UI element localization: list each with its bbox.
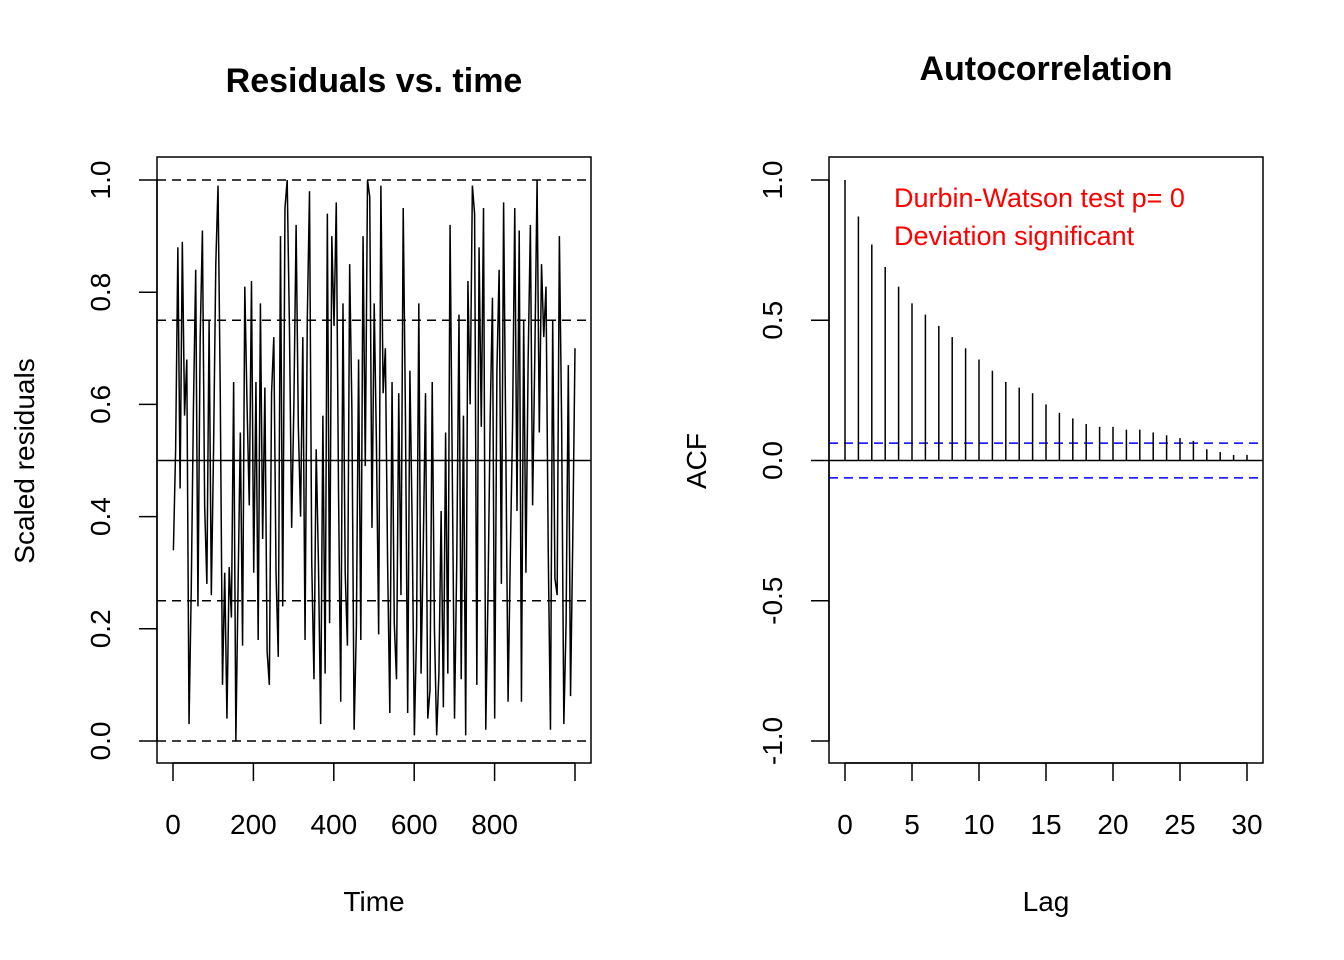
acf-x-tick-label: 0 <box>837 809 853 840</box>
residuals-y-tick-label: 0.0 <box>85 722 116 761</box>
residuals-x-tick-label: 200 <box>230 809 277 840</box>
acf-x-tick-label: 10 <box>963 809 994 840</box>
residuals-x-tick-label: 800 <box>471 809 518 840</box>
acf-x-tick-label: 20 <box>1097 809 1128 840</box>
residuals-x-label: Time <box>343 886 404 917</box>
acf-title: Autocorrelation <box>919 50 1172 88</box>
acf-x-tick-label: 5 <box>904 809 920 840</box>
residuals-panel: Residuals vs. time 0 200 400 600 800 0.00.20… <box>9 62 592 917</box>
acf-x-tick-label: 30 <box>1231 809 1262 840</box>
residuals-y-tick-label: 0.8 <box>85 273 116 312</box>
acf-y-tick-label: 0.0 <box>757 441 788 480</box>
deviation-annotation: Deviation significant <box>894 221 1135 251</box>
acf-y-tick-label: -0.5 <box>757 577 788 625</box>
acf-y-tick-label: 0.5 <box>757 301 788 340</box>
acf-y-tick-label: 1.0 <box>757 161 788 200</box>
durbin-watson-annotation: Durbin-Watson test p= 0 <box>894 183 1185 213</box>
acf-x-tick-label: 25 <box>1164 809 1195 840</box>
residuals-title: Residuals vs. time <box>226 62 523 100</box>
residuals-x-tick-label: 0 <box>165 809 181 840</box>
residuals-y-tick-label: 0.4 <box>85 497 116 536</box>
acf-panel: Autocorrelation 0 5 10 15 20 25 30 -1.0 -0.5 0.0… <box>681 50 1264 917</box>
acf-y-label: ACF <box>681 433 712 489</box>
residuals-y-tick-label: 1.0 <box>85 161 116 200</box>
residuals-series-line <box>172 179 576 742</box>
acf-y-tick-label: -1.0 <box>757 717 788 765</box>
residuals-y-tick-label: 0.6 <box>85 385 116 424</box>
residuals-y-axis: 0.0 0.2 0.4 0.6 0.8 1.0 <box>85 161 158 761</box>
acf-x-label: Lag <box>1023 886 1070 917</box>
residuals-y-tick-label: 0.2 <box>85 609 116 648</box>
residuals-x-tick-label: 600 <box>391 809 438 840</box>
residuals-x-tick-label: 400 <box>310 809 357 840</box>
acf-bars <box>844 180 1248 461</box>
acf-x-tick-label: 15 <box>1030 809 1061 840</box>
residuals-x-axis: 0 200 400 600 800 <box>165 762 576 840</box>
acf-y-axis: -1.0 -0.5 0.0 0.5 1.0 <box>757 161 830 765</box>
residuals-y-label: Scaled residuals <box>9 358 40 563</box>
acf-x-axis: 0 5 10 15 20 25 30 <box>837 762 1263 840</box>
